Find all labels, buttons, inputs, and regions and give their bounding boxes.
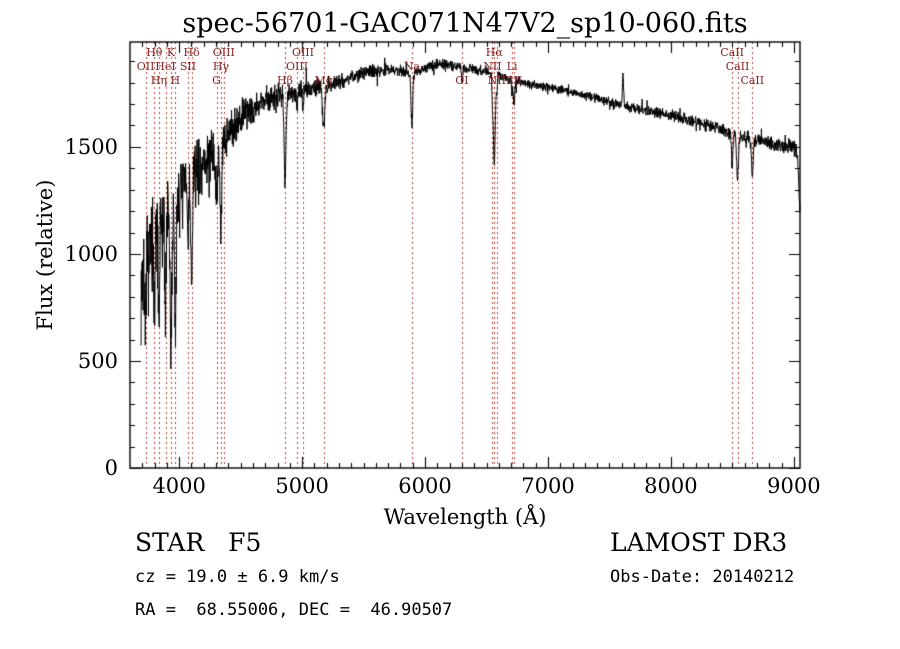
- classification-label: STAR F5: [135, 528, 262, 557]
- ra-dec-value: RA = 68.55006, DEC = 46.90507: [135, 600, 453, 620]
- cz-value: cz = 19.0 ± 6.9 km/s: [135, 567, 340, 587]
- y-axis-label: Flux (relative): [33, 179, 57, 331]
- figure-title: spec-56701-GAC071N47V2_sp10-060.fits: [182, 8, 748, 39]
- obs-date-value: Obs-Date: 20140212: [610, 567, 795, 587]
- x-axis-label: Wavelength (Å): [383, 505, 547, 529]
- survey-label: LAMOST DR3: [610, 528, 788, 557]
